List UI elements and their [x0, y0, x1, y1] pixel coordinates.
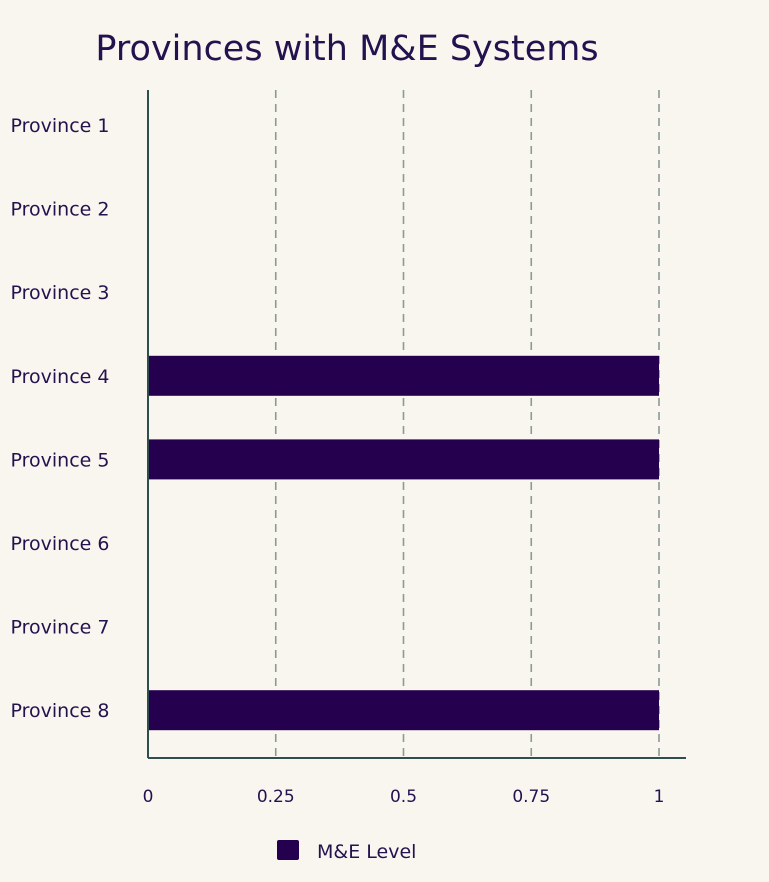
legend: M&E Level [277, 840, 416, 863]
x-tick-label: 0.75 [512, 787, 550, 807]
axes [147, 90, 686, 759]
legend-swatch [277, 840, 299, 860]
x-tick-label: 0.25 [257, 787, 295, 807]
category-label: Province 4 [11, 366, 110, 388]
category-labels: Province 1 Province 2 Province 3 Province 4… [11, 115, 110, 722]
bar-province-4 [148, 355, 659, 396]
category-label: Province 5 [11, 449, 110, 471]
category-label: Province 6 [11, 533, 110, 555]
category-label: Province 3 [11, 282, 110, 304]
bar-province-8 [148, 690, 659, 731]
category-label: Province 8 [11, 700, 110, 722]
bar-province-5 [148, 439, 659, 480]
category-label: Province 2 [11, 199, 110, 221]
chart-title: Provinces with M&E Systems [95, 29, 598, 69]
x-tick-label: 0.5 [390, 787, 417, 807]
grid-lines [274, 90, 660, 758]
legend-label: M&E Level [317, 841, 416, 863]
x-tick-label: 0 [143, 787, 154, 807]
x-tick-label: 1 [654, 787, 665, 807]
bars [148, 355, 659, 731]
category-label: Province 1 [11, 115, 110, 137]
category-label: Province 7 [11, 617, 110, 639]
tick-labels: 0 0.25 0.5 0.75 1 [143, 787, 665, 807]
